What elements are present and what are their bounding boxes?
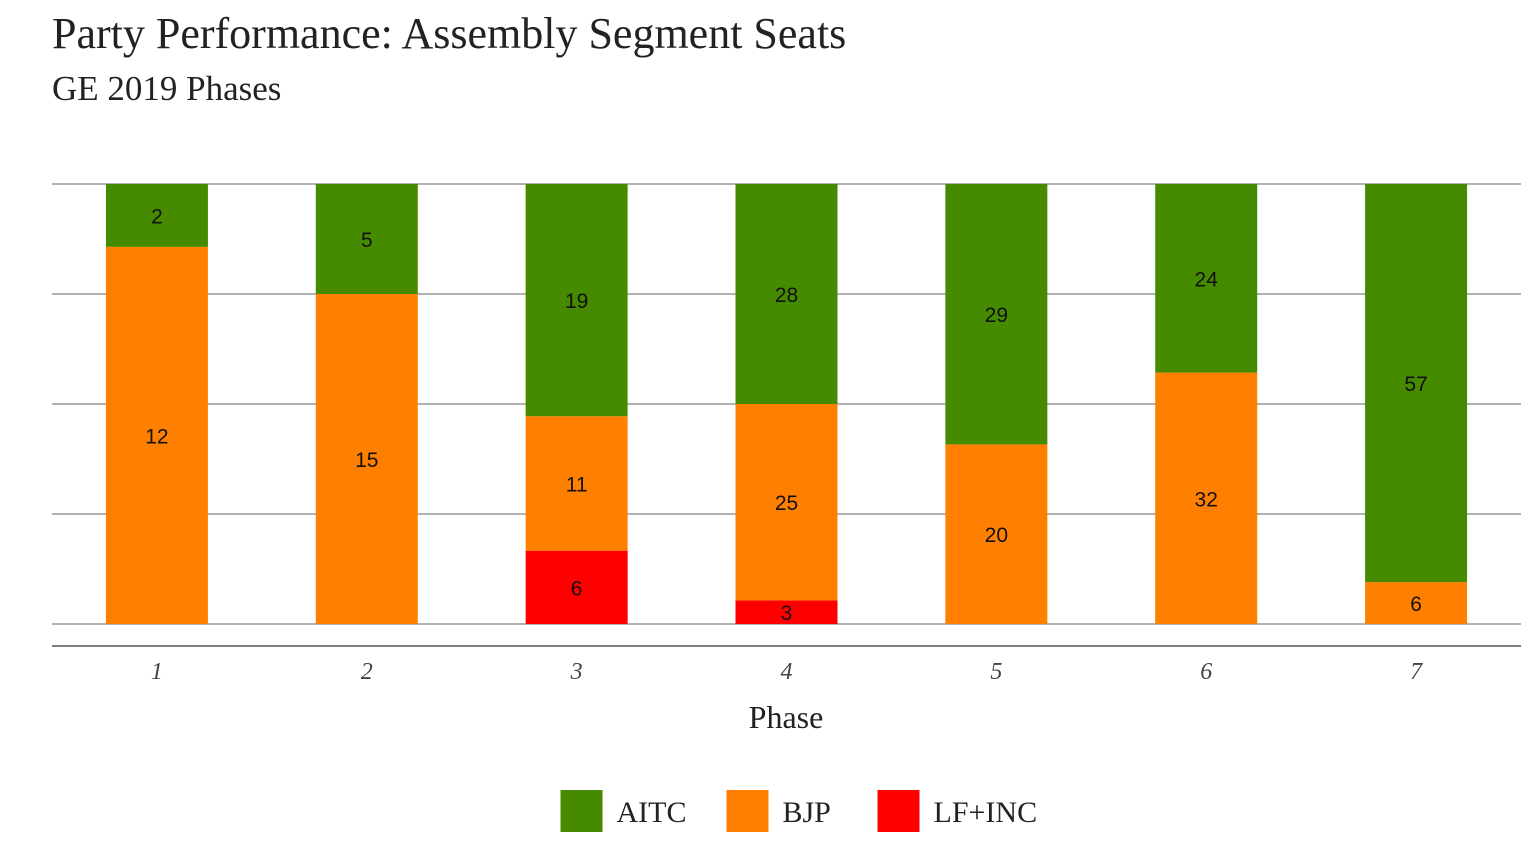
bar-bjp-phase-7 (1365, 582, 1468, 624)
bar-bjp-phase-3 (525, 416, 628, 551)
bar-aitc-phase-1 (105, 184, 208, 247)
legend-swatch-aitc (560, 790, 603, 832)
data-label-aitc-phase-1: 2 (151, 205, 163, 228)
bar-aitc-phase-2 (315, 184, 418, 294)
x-axis-title: Phase (749, 699, 824, 735)
x-tick-label: 5 (990, 659, 1002, 685)
legend-label-lf-inc: LF+INC (934, 796, 1038, 829)
data-labels: 12 2 15 5 6 11 19 3 25 28 20 29 32 24 6 57 (145, 205, 1428, 625)
legend: AITC BJP LF+INC (560, 790, 1038, 832)
bar-bjp-phase-2 (315, 294, 418, 624)
data-label-lf-inc-phase-4: 3 (781, 602, 793, 625)
legend-label-aitc: AITC (617, 796, 687, 829)
x-tick-label: 7 (1410, 659, 1423, 685)
legend-swatch-lf-inc (877, 790, 920, 832)
x-tick-label: 1 (151, 659, 163, 685)
bar-bjp-phase-6 (1155, 372, 1258, 624)
chart-title: Party Performance: Assembly Segment Seat… (52, 9, 846, 58)
x-tick-label: 2 (361, 659, 373, 685)
x-tick-label: 4 (781, 659, 793, 685)
bar-aitc-phase-6 (1155, 184, 1258, 373)
x-tick-label: 6 (1200, 659, 1212, 685)
legend-label-bjp: BJP (783, 796, 831, 829)
bar-aitc-phase-5 (945, 184, 1048, 445)
data-label-bjp-phase-6: 32 (1195, 488, 1218, 511)
bar-lf-inc-phase-4 (735, 600, 838, 624)
chart-subtitle: GE 2019 Phases (52, 69, 281, 108)
data-label-aitc-phase-3: 19 (565, 290, 588, 313)
x-tick-label: 3 (570, 659, 583, 685)
bar-bjp-phase-5 (945, 444, 1048, 624)
data-label-aitc-phase-7: 57 (1404, 373, 1427, 396)
data-label-aitc-phase-6: 24 (1195, 268, 1219, 291)
data-label-bjp-phase-3: 11 (566, 473, 588, 496)
data-label-bjp-phase-5: 20 (985, 524, 1008, 547)
bar-bjp-phase-4 (735, 404, 838, 601)
data-label-lf-inc-phase-3: 6 (571, 577, 583, 600)
bars (105, 184, 1468, 624)
data-label-aitc-phase-4: 28 (775, 284, 798, 307)
bar-lf-inc-phase-3 (525, 550, 628, 624)
data-label-aitc-phase-5: 29 (985, 304, 1008, 327)
data-label-aitc-phase-2: 5 (361, 229, 373, 252)
x-tick-labels: 1 2 3 4 5 6 7 (151, 659, 1423, 685)
legend-swatch-bjp (726, 790, 769, 832)
data-label-bjp-phase-2: 15 (355, 449, 378, 472)
data-label-bjp-phase-1: 12 (145, 425, 168, 448)
data-label-bjp-phase-4: 25 (775, 492, 798, 515)
bar-aitc-phase-4 (735, 184, 838, 404)
bar-aitc-phase-3 (525, 184, 628, 417)
data-label-bjp-phase-7: 6 (1410, 593, 1422, 616)
bar-bjp-phase-1 (105, 246, 208, 624)
bar-aitc-phase-7 (1365, 184, 1468, 583)
